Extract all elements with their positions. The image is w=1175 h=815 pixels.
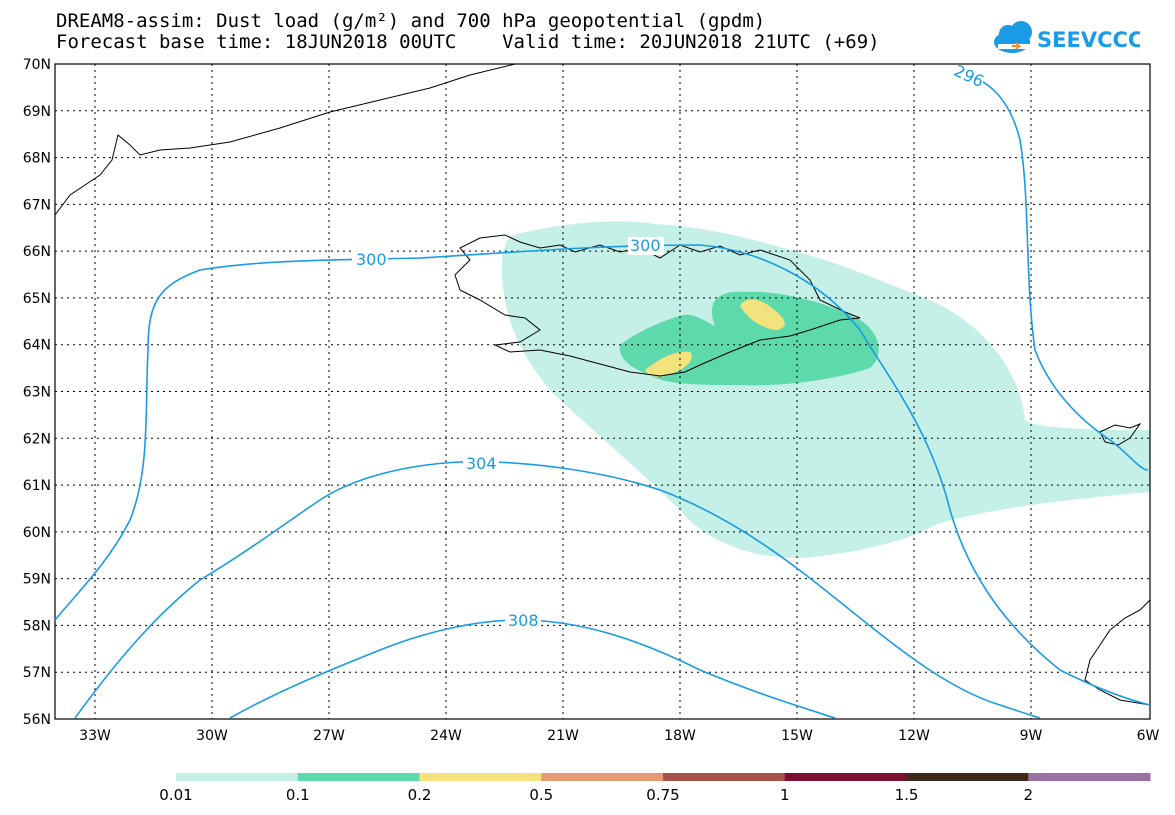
lon-label: 12W: [898, 728, 930, 744]
lat-label: 57N: [23, 665, 51, 681]
colorbar-label: 1: [780, 786, 790, 804]
lon-label: 9W: [1020, 728, 1043, 744]
lat-label: 56N: [23, 712, 51, 728]
contour-308: [229, 619, 836, 719]
iceland-coast: [454, 234, 861, 377]
lat-label: 66N: [23, 244, 51, 260]
dust-shading: [501, 221, 1151, 558]
longitude-labels: 33W 30W 27W 24W 21W 18W 15W 12W 9W 6W: [79, 728, 1159, 744]
lat-label: 67N: [23, 197, 51, 213]
cloud-icon: [994, 21, 1032, 53]
contour-labels: 296 300 300 304 308: [352, 61, 987, 630]
colorbar-label: 1.5: [895, 786, 919, 804]
colorbar-label: 0.75: [646, 786, 679, 804]
colorbar-swatch: [1028, 773, 1151, 781]
lat-label: 68N: [23, 151, 51, 167]
dust-area-0.2-b: [740, 299, 785, 330]
dust-area-0.01: [501, 221, 1151, 558]
lat-label: 59N: [23, 572, 51, 588]
colorbar-label: 2: [1023, 786, 1033, 804]
contour-label-308: 308: [508, 611, 539, 630]
colorbar-swatch: [541, 773, 664, 781]
lat-label: 70N: [23, 57, 51, 73]
lon-label: 24W: [430, 728, 462, 744]
lat-label: 63N: [23, 385, 51, 401]
logo-text: SEEVCCC: [1037, 28, 1140, 52]
forecast-times: Forecast base time: 18JUN2018 00UTC Vali…: [56, 31, 880, 53]
lat-label: 62N: [23, 431, 51, 447]
latitude-labels: 70N 69N 68N 67N 66N 65N 64N 63N 62N 61N 60N 59N 58N 5…: [23, 57, 51, 728]
colorbar-swatch: [176, 773, 299, 781]
colorbar-swatch: [784, 773, 907, 781]
geopotential-contours: [54, 71, 1151, 719]
colorbar-swatch: [419, 773, 542, 781]
lat-label: 60N: [23, 525, 51, 541]
colorbar-label: 0.5: [529, 786, 553, 804]
lon-label: 21W: [547, 728, 579, 744]
lat-label: 64N: [23, 338, 51, 354]
seevccc-logo: SEEVCCC: [994, 21, 1140, 53]
colorbar-swatch: [906, 773, 1029, 781]
dust-area-0.2-a: [645, 351, 692, 377]
lat-label: 61N: [23, 478, 51, 494]
contour-label-296: 296: [951, 61, 987, 91]
contour-label-304: 304: [466, 454, 497, 473]
contour-label-300-east: 300: [630, 236, 661, 255]
contour-label-300-west: 300: [356, 250, 387, 269]
lon-label: 6W: [1137, 728, 1160, 744]
lon-label: 33W: [79, 728, 111, 744]
colorbar-label: 0.01: [159, 786, 192, 804]
lat-label: 69N: [23, 104, 51, 120]
lon-label: 30W: [196, 728, 228, 744]
colorbar-label: 0.1: [286, 786, 310, 804]
map-title: DREAM8-assim: Dust load (g/m²) and 700 h…: [56, 10, 766, 32]
colorbar: 0.01 0.1 0.2 0.5 0.75 1 1.5 2: [159, 773, 1151, 804]
coastlines: [54, 63, 1151, 706]
colorbar-label: 0.2: [408, 786, 432, 804]
lon-label: 15W: [781, 728, 813, 744]
lon-label: 18W: [664, 728, 696, 744]
faroe-coast: [1099, 422, 1142, 446]
contour-300: [54, 244, 1151, 706]
lon-label: 27W: [313, 728, 345, 744]
contour-296: [959, 71, 1149, 471]
contour-304: [74, 460, 1041, 719]
graticule: [55, 64, 1150, 719]
greenland-coast: [54, 63, 516, 216]
lat-label: 58N: [23, 618, 51, 634]
colorbar-swatch: [663, 773, 786, 781]
scotland-coast: [1084, 599, 1151, 706]
colorbar-swatch: [297, 773, 420, 781]
lat-label: 65N: [23, 291, 51, 307]
